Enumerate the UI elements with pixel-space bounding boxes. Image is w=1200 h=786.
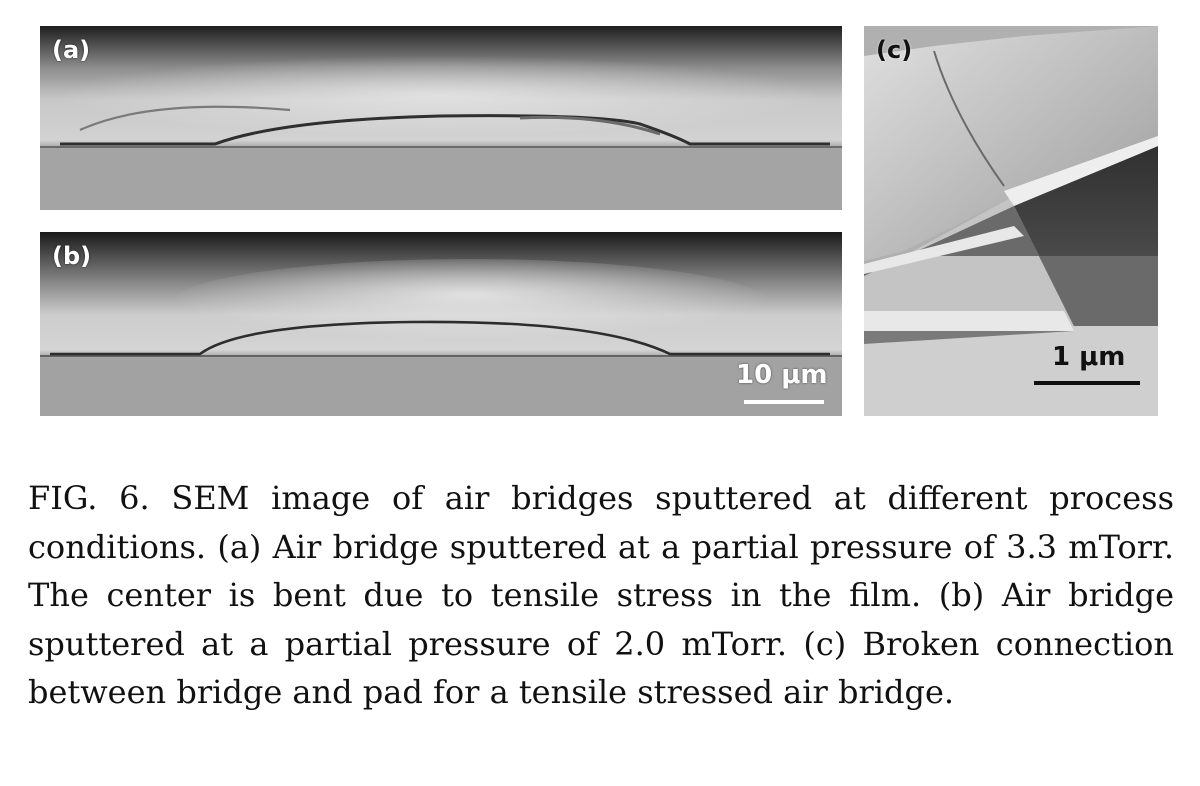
- sem-image-a: [40, 26, 842, 210]
- sem-panel-c: (c) 1 μm: [864, 26, 1158, 416]
- panel-label-b: (b): [52, 242, 92, 270]
- panel-label-a: (a): [52, 36, 91, 64]
- sem-image-c: [864, 26, 1158, 416]
- figure-caption: FIG. 6. SEM image of air bridges sputter…: [28, 479, 1174, 711]
- sem-panel-b: (b) 10 μm: [40, 232, 842, 416]
- scalebar-b: [744, 400, 824, 404]
- sem-image-b: [40, 232, 842, 416]
- scalebar-c: [1034, 381, 1140, 385]
- sem-panel-a: (a): [40, 26, 842, 210]
- panel-label-c: (c): [876, 36, 913, 64]
- scalebar-label-b: 10 μm: [736, 360, 828, 390]
- scalebar-label-c: 1 μm: [1052, 342, 1126, 372]
